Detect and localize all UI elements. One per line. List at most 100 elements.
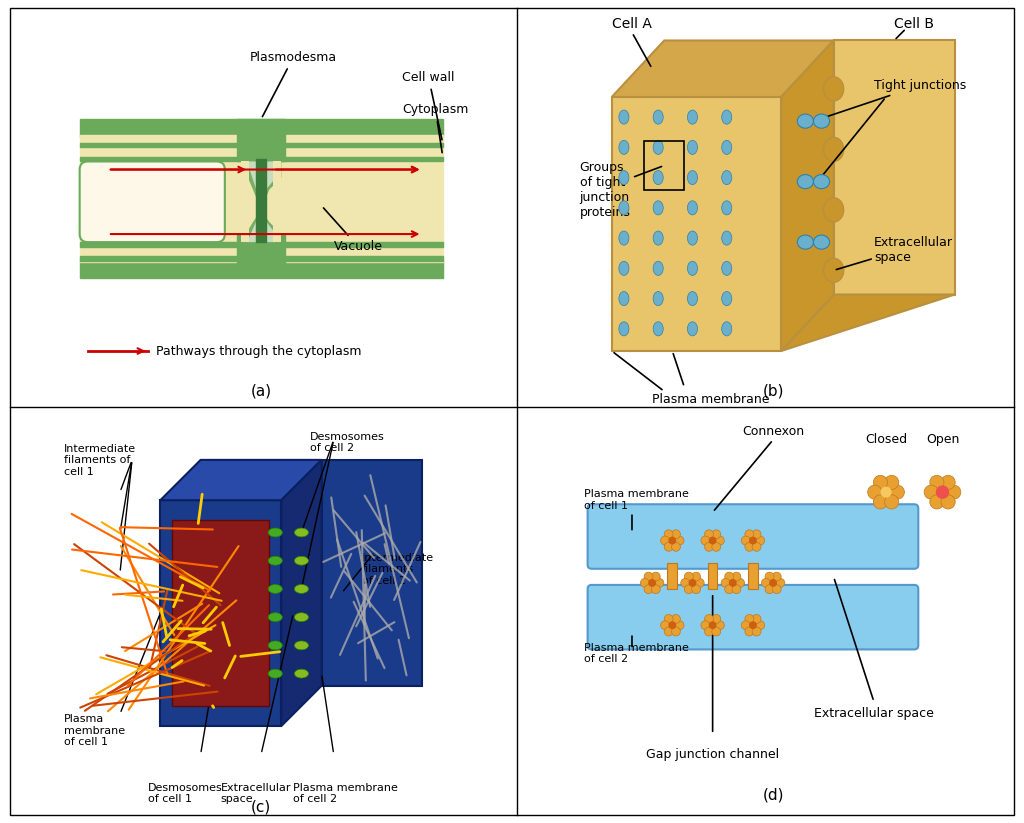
Ellipse shape — [672, 615, 680, 623]
Ellipse shape — [732, 584, 740, 593]
Text: Groups
of tight
junction
proteins: Groups of tight junction proteins — [580, 160, 631, 219]
Ellipse shape — [618, 322, 629, 336]
Text: Plasma
membrane
of cell 1: Plasma membrane of cell 1 — [63, 714, 125, 747]
Ellipse shape — [687, 170, 697, 184]
Circle shape — [669, 622, 676, 629]
Ellipse shape — [653, 140, 664, 155]
Text: Plasma membrane: Plasma membrane — [652, 393, 770, 406]
Ellipse shape — [756, 536, 765, 545]
FancyArrowPatch shape — [276, 167, 418, 172]
Text: (d): (d) — [763, 787, 783, 802]
Ellipse shape — [665, 530, 673, 539]
Ellipse shape — [687, 201, 697, 215]
Text: Intermediate
filaments
of cell 2: Intermediate filaments of cell 2 — [361, 553, 434, 586]
Ellipse shape — [756, 621, 765, 630]
Ellipse shape — [644, 572, 653, 581]
Ellipse shape — [712, 530, 721, 539]
Circle shape — [710, 622, 716, 629]
Ellipse shape — [722, 201, 732, 215]
Text: Plasmodesma: Plasmodesma — [250, 51, 337, 117]
Text: Plasma membrane
of cell 1: Plasma membrane of cell 1 — [584, 490, 688, 511]
Ellipse shape — [813, 174, 829, 188]
Text: Closed: Closed — [865, 433, 907, 446]
Ellipse shape — [653, 231, 664, 245]
Polygon shape — [282, 460, 322, 726]
Text: Desmosomes
of cell 1: Desmosomes of cell 1 — [148, 783, 223, 804]
Text: Open: Open — [926, 433, 959, 446]
Ellipse shape — [691, 584, 700, 593]
Ellipse shape — [618, 291, 629, 305]
Polygon shape — [161, 500, 282, 726]
Text: Desmosomes
of cell 2: Desmosomes of cell 2 — [309, 431, 384, 453]
Bar — [80, 260, 442, 278]
Ellipse shape — [716, 536, 724, 545]
Polygon shape — [161, 460, 322, 500]
Ellipse shape — [765, 584, 774, 593]
Ellipse shape — [705, 615, 714, 623]
Ellipse shape — [823, 77, 844, 101]
Ellipse shape — [823, 198, 844, 222]
Ellipse shape — [268, 556, 283, 565]
Polygon shape — [834, 40, 954, 295]
Ellipse shape — [687, 261, 697, 276]
Ellipse shape — [687, 322, 697, 336]
Ellipse shape — [294, 584, 308, 593]
Ellipse shape — [294, 669, 308, 678]
Bar — [256, 160, 266, 242]
FancyBboxPatch shape — [80, 161, 225, 242]
Ellipse shape — [294, 613, 308, 621]
Ellipse shape — [924, 485, 938, 500]
Ellipse shape — [653, 201, 664, 215]
Text: Cytoplasm: Cytoplasm — [402, 103, 469, 153]
Ellipse shape — [930, 495, 944, 509]
Polygon shape — [282, 460, 322, 726]
Ellipse shape — [665, 615, 673, 623]
Text: Tight junctions: Tight junctions — [816, 79, 967, 120]
Ellipse shape — [798, 235, 813, 249]
Ellipse shape — [722, 110, 732, 124]
Ellipse shape — [687, 140, 697, 155]
Ellipse shape — [798, 174, 813, 188]
Ellipse shape — [687, 110, 697, 124]
Ellipse shape — [653, 110, 664, 124]
Ellipse shape — [655, 579, 664, 588]
Ellipse shape — [660, 536, 670, 545]
Ellipse shape — [744, 530, 754, 539]
Ellipse shape — [941, 476, 955, 490]
FancyBboxPatch shape — [588, 585, 919, 649]
Ellipse shape — [618, 140, 629, 155]
Bar — [237, 119, 286, 161]
Bar — [668, 563, 677, 589]
FancyBboxPatch shape — [588, 504, 919, 569]
Ellipse shape — [712, 627, 721, 636]
Ellipse shape — [653, 261, 664, 276]
Ellipse shape — [741, 536, 751, 545]
Ellipse shape — [721, 579, 730, 588]
Ellipse shape — [941, 495, 955, 509]
Bar — [708, 563, 718, 589]
Ellipse shape — [722, 261, 732, 276]
Ellipse shape — [712, 542, 721, 551]
Ellipse shape — [947, 485, 961, 500]
Ellipse shape — [753, 615, 761, 623]
Text: Cell wall: Cell wall — [402, 71, 455, 140]
Bar — [237, 235, 286, 277]
Ellipse shape — [813, 114, 829, 128]
Ellipse shape — [640, 579, 649, 588]
Bar — [80, 242, 442, 247]
Ellipse shape — [772, 584, 781, 593]
Text: (a): (a) — [251, 384, 271, 399]
Ellipse shape — [735, 579, 744, 588]
Ellipse shape — [268, 669, 283, 678]
Ellipse shape — [716, 621, 724, 630]
Text: Vacuole: Vacuole — [324, 208, 383, 253]
Text: Pathways through the cytoplasm: Pathways through the cytoplasm — [157, 345, 361, 357]
Ellipse shape — [744, 627, 754, 636]
Ellipse shape — [675, 536, 684, 545]
Ellipse shape — [705, 627, 714, 636]
Text: Extracellular
space: Extracellular space — [873, 236, 953, 264]
Ellipse shape — [798, 114, 813, 128]
Polygon shape — [611, 40, 834, 97]
Ellipse shape — [660, 621, 670, 630]
Text: Gap junction channel: Gap junction channel — [646, 748, 779, 760]
